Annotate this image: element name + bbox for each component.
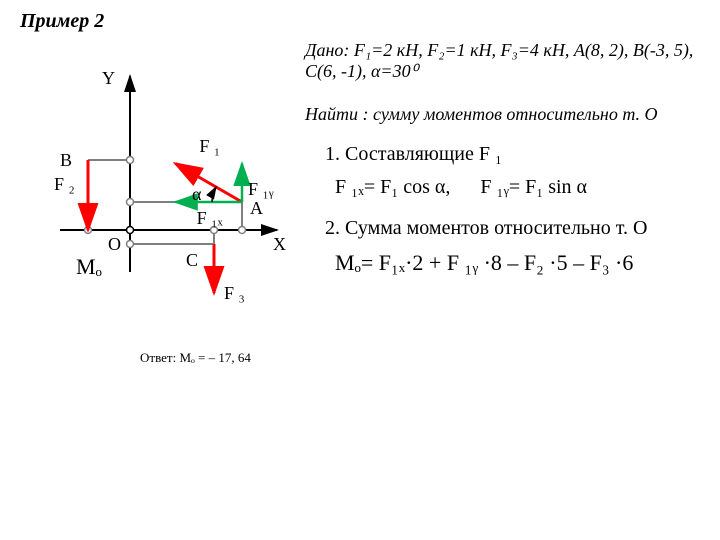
find-line: Найти : сумму моментов относительно т. О — [305, 104, 705, 125]
force-f1y-label: F ₁ᵧ — [248, 179, 274, 200]
given-prefix: Дано: — [305, 40, 354, 60]
formula-f1x: F ₁ₓ= F₁ cos α, — [335, 176, 450, 198]
moment-formula: Mₒ= F₁ₓ·2 + F ₁ᵧ ·8 – F₂ ·5 – F₃ ·6 — [335, 250, 705, 276]
given-text: F₁=2 кН, F₂=1 кН, F₃=4 кН, A(8, 2), B(-3… — [305, 40, 693, 81]
force-f2-label: F ₂ — [54, 174, 75, 195]
force-f1-label: F ₁ — [199, 136, 220, 157]
step1-sym: F ₁ — [479, 143, 502, 165]
point-c-label: C — [186, 250, 198, 271]
given-line: Дано: F₁=2 кН, F₂=1 кН, F₃=4 кН, A(8, 2)… — [305, 40, 705, 82]
axis-x-label: X — [273, 234, 286, 255]
step1: 1. Составляющие F ₁ — [325, 143, 705, 166]
axis-y-label: Y — [102, 68, 115, 89]
formulas1: F ₁ₓ= F₁ cos α, F ₁ᵧ= F₁ sin α — [335, 176, 705, 199]
point-a-label: A — [250, 198, 263, 219]
find-text: сумму моментов относительно т. О — [373, 104, 658, 124]
point-b-label: B — [60, 150, 72, 171]
moment-mo-label: Mₒ — [76, 254, 102, 280]
force-f1x-label: F ₁ₓ — [197, 208, 223, 229]
example-title: Пример 2 — [20, 10, 104, 33]
formula-f1y: F ₁ᵧ= F₁ sin α — [480, 176, 587, 198]
force-f3-label: F ₃ — [224, 283, 245, 304]
step1-num: 1. Составляющие — [325, 143, 479, 165]
point-o-label: O — [108, 234, 121, 255]
answer-prefix: Ответ: Mₒ = — [140, 350, 209, 365]
step2: 2. Сумма моментов относительно т. О — [325, 217, 705, 240]
answer-value: – 17, 64 — [209, 350, 251, 365]
find-prefix: Найти : — [305, 104, 373, 124]
angle-alpha-label: α — [192, 184, 201, 205]
rhs-block: Дано: F₁=2 кН, F₂=1 кН, F₃=4 кН, A(8, 2)… — [305, 40, 705, 286]
answer: Ответ: Mₒ = – 17, 64 — [140, 350, 251, 366]
